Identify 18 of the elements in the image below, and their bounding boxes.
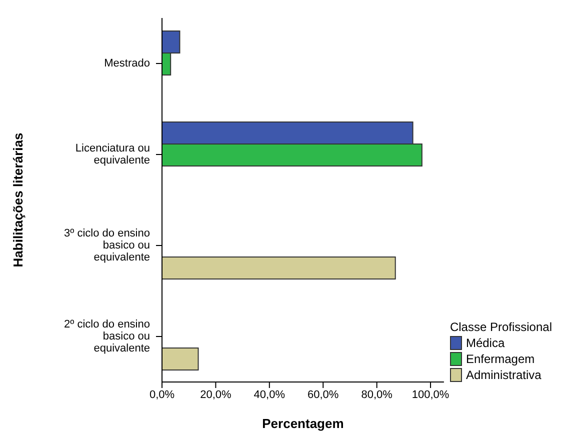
x-tick-label: 40,0% [254,388,286,401]
bar [162,348,199,370]
bar [162,256,396,280]
x-tick-label: 0,0% [149,388,175,401]
y-tick-label: Licenciatura ou equivalente [75,142,150,166]
x-tick-label: 60,0% [308,388,339,401]
legend-title: Classe Profissional [450,320,552,334]
x-tick-label: 100,0% [412,388,450,401]
legend-label: Administrativa [466,368,542,382]
x-axis-title: Percentagem [262,416,344,431]
y-tick-label: 2º ciclo do ensino basico ou equivalente [64,318,150,354]
y-tick-label: 3º ciclo do ensino basico ou equivalente [64,227,150,264]
y-tick-label: Mestrado [104,57,150,70]
x-tick-label: 80,0% [361,388,393,401]
y-axis-title: Habilitações literárias [10,132,26,268]
legend-label: Enfermagem [466,352,535,366]
x-tick-label: 20,0% [200,388,232,401]
legend-label: Médica [466,336,505,350]
